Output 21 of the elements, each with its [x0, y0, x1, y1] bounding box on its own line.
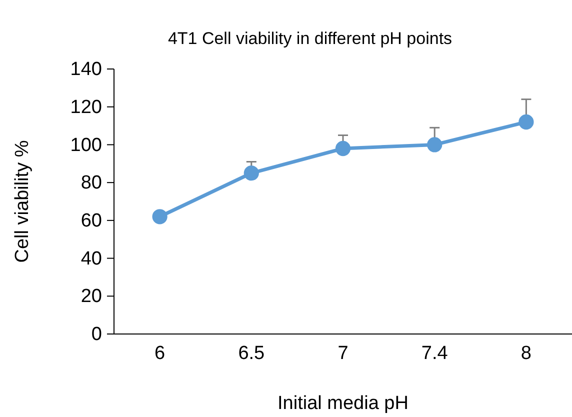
point: [152, 209, 168, 224]
y-tick-label: 60: [80, 210, 102, 232]
chart-title: 4T1 Cell viability in different pH points: [168, 29, 452, 48]
x-tick-label: 8: [520, 343, 532, 364]
y-axis-title: Cell viability %: [12, 140, 33, 263]
y-tick-label: 100: [70, 134, 102, 156]
point: [518, 114, 534, 130]
y-tick-label: 0: [91, 324, 102, 346]
x-tick-label: 6: [154, 343, 166, 364]
point: [335, 140, 351, 156]
point: [244, 166, 259, 181]
x-axis-title: Initial media pH: [278, 393, 408, 414]
x-tick-label: 7.4: [421, 343, 448, 364]
x-tick-label: 7: [338, 343, 348, 364]
y-tick-label: 120: [70, 96, 102, 118]
y-tick-label: 140: [70, 59, 102, 80]
y-tick-label: 80: [80, 172, 102, 194]
y-tick-label: 40: [80, 248, 102, 270]
x-tick-label: 6.5: [238, 343, 265, 364]
point: [427, 137, 442, 152]
y-tick-label: 20: [80, 286, 102, 308]
